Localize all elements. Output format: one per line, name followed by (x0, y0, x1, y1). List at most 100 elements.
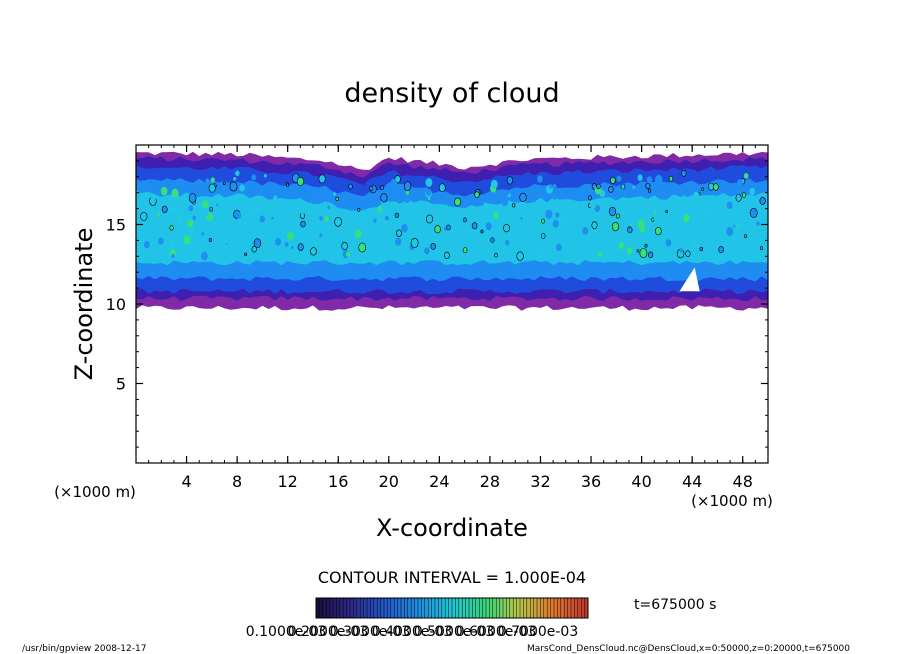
cloud-cell (490, 237, 495, 243)
cloud-cell (264, 173, 267, 178)
cloud-cell (341, 241, 348, 251)
cloud-cell (428, 197, 431, 201)
cloud-cell (286, 212, 291, 219)
colorbar-tick-label: 0.4000e-03 (372, 624, 452, 640)
cloud-cell (555, 212, 560, 218)
cloud-cell (192, 215, 196, 221)
cloud-cell (209, 207, 213, 212)
colorbar-cell (499, 598, 504, 618)
cloud-cell (665, 209, 669, 214)
cloud-cell (493, 211, 499, 219)
cloud-cell (395, 229, 402, 237)
cloud-cell (743, 234, 747, 239)
cloud-cell (318, 174, 326, 184)
cloud-cell (265, 221, 271, 227)
cloud-cell (443, 227, 447, 231)
cloud-cell (587, 195, 592, 201)
cloud-cell (176, 212, 183, 221)
colorbar-cell (441, 598, 446, 618)
colorbar-cell (329, 598, 334, 618)
cloud-cell (396, 197, 402, 204)
cloud-cell (749, 187, 755, 196)
cloud-cell (733, 224, 736, 228)
cloud-cell (737, 179, 743, 187)
cloud-cell (749, 207, 758, 218)
cloud-cell (177, 218, 183, 226)
cloud-cell (545, 209, 553, 219)
colorbar-cell (438, 598, 443, 618)
cloud-cell (668, 175, 674, 182)
cloud-cell (639, 248, 648, 258)
colorbar-cell (550, 598, 555, 618)
cloud-cell (552, 183, 557, 190)
cloud-cell (345, 251, 350, 257)
cloud-gap (679, 267, 700, 292)
colorbar-cell (574, 598, 579, 618)
cloud-cell (144, 241, 150, 249)
cloud-cell (405, 190, 409, 195)
cloud-cell (616, 175, 622, 182)
cloud-cell (169, 225, 174, 231)
cloud-cell (206, 212, 214, 222)
colorbar-cell (533, 598, 538, 618)
colorbar-cell (469, 598, 473, 618)
cloud-cell (588, 228, 594, 236)
cloud-cell (681, 195, 687, 202)
colorbar-tick-label: 0.2000e-03 (288, 624, 368, 640)
cloud-cell (233, 177, 237, 181)
cloud-cell (596, 183, 601, 190)
cloud-cell (348, 183, 353, 190)
cloud-cell (275, 238, 282, 246)
cloud-cell (188, 228, 194, 236)
cloud-cell (140, 180, 148, 190)
cloud-cell (310, 247, 317, 256)
cloud-cell (158, 237, 164, 245)
y-tick-label: 10 (106, 295, 126, 314)
cloud-cell (425, 214, 433, 224)
cloud-cell (494, 253, 498, 258)
colorbar-cell (577, 598, 582, 618)
colorbar-cell (458, 598, 463, 618)
cloud-cell (645, 182, 651, 190)
cloud-cell (732, 237, 736, 242)
cloud-cell (726, 201, 733, 209)
cloud-cell (503, 223, 510, 233)
cloud-cell (215, 221, 220, 228)
cloud-cell (424, 247, 430, 255)
cloud-cell (582, 227, 589, 235)
footer-left: /usr/bin/gpview 2008-12-17 (22, 644, 146, 654)
x-tick-label: 16 (328, 472, 348, 491)
chart-title: density of cloud (344, 78, 559, 109)
cloud-cell (454, 197, 461, 207)
colorbar-tick-label: 0.1000e-03 (246, 624, 326, 640)
cloud-cell (333, 192, 336, 196)
cloud-cell (425, 178, 433, 187)
cloud-cell (373, 218, 377, 223)
cloud-cell (187, 219, 194, 228)
cloud-cell (259, 215, 265, 223)
x-tick-label: 40 (631, 472, 651, 491)
colorbar-cell (428, 598, 432, 618)
colorbar-cell (513, 598, 517, 618)
cloud-cell (235, 211, 242, 219)
cloud-cell (380, 201, 383, 204)
cloud-cell (647, 251, 654, 259)
cloud-cell (474, 191, 480, 198)
cloud-cell (718, 246, 725, 254)
cloud-cell (520, 217, 523, 220)
colorbar-cell (489, 598, 494, 618)
cloud-cell (511, 203, 516, 208)
colorbar-cell (584, 598, 589, 618)
colorbar-cell (360, 598, 364, 618)
cloud-cell (409, 234, 413, 239)
colorbar-cell (475, 598, 480, 618)
cloud-cell (506, 192, 510, 196)
cloud-cell (541, 218, 546, 224)
cloud-cell (287, 231, 294, 241)
cloud-cell (646, 176, 653, 184)
cloud-cell (654, 226, 662, 236)
colorbar-cell (336, 598, 341, 618)
x-tick-label: 36 (581, 472, 601, 491)
colorbar-cell (557, 598, 562, 618)
